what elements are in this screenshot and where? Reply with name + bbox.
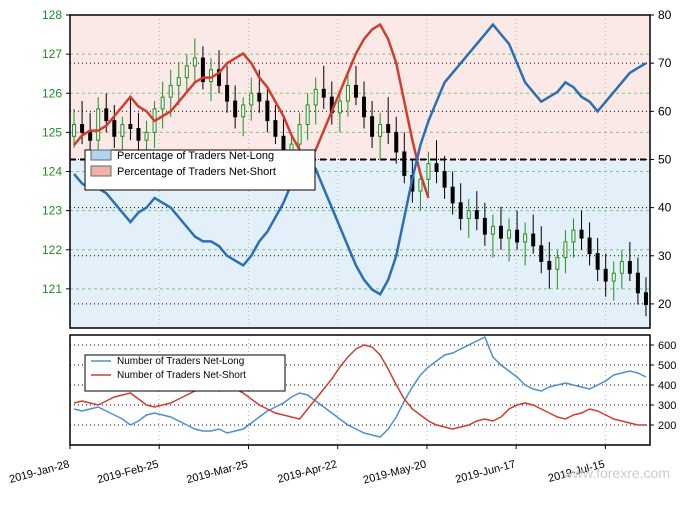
svg-text:125: 125 (42, 125, 62, 139)
svg-text:500: 500 (658, 360, 676, 372)
svg-text:50: 50 (658, 152, 672, 166)
svg-text:Number of Traders Net-Short: Number of Traders Net-Short (117, 370, 246, 381)
chart-container: 121 122 123 124 125 126 127 128 20 30 40 50 60 70 80 Pe… (0, 0, 680, 511)
svg-text:30: 30 (658, 249, 672, 263)
svg-text:2019-Jan-28: 2019-Jan-28 (8, 458, 71, 486)
svg-text:123: 123 (42, 204, 62, 218)
svg-text:2019-Jul-15: 2019-Jul-15 (547, 458, 606, 485)
svg-text:60: 60 (658, 104, 672, 118)
svg-text:Percentage of Traders Net-Shor: Percentage of Traders Net-Short (117, 166, 276, 178)
svg-text:40: 40 (658, 201, 672, 215)
svg-text:2019-Jun-17: 2019-Jun-17 (454, 458, 517, 486)
svg-text:80: 80 (658, 8, 672, 22)
svg-text:127: 127 (42, 47, 62, 61)
svg-text:126: 126 (42, 86, 62, 100)
svg-text:200: 200 (658, 420, 676, 432)
svg-text:128: 128 (42, 8, 62, 22)
svg-text:70: 70 (658, 56, 672, 70)
svg-text:20: 20 (658, 297, 672, 311)
svg-text:600: 600 (658, 340, 676, 352)
svg-text:2019-Feb-25: 2019-Feb-25 (96, 458, 160, 486)
svg-text:124: 124 (42, 165, 62, 179)
svg-text:300: 300 (658, 400, 676, 412)
svg-text:400: 400 (658, 380, 676, 392)
svg-text:2019-Mar-25: 2019-Mar-25 (185, 458, 249, 486)
svg-text:Percentage of Traders Net-Long: Percentage of Traders Net-Long (117, 150, 274, 162)
svg-text:Number of Traders Net-Long: Number of Traders Net-Long (117, 356, 244, 367)
svg-text:2019-Apr-22: 2019-Apr-22 (276, 458, 338, 485)
svg-text:121: 121 (42, 282, 62, 296)
chart-svg: 121 122 123 124 125 126 127 128 20 30 40 50 60 70 80 Pe… (0, 0, 680, 511)
svg-text:122: 122 (42, 243, 62, 257)
svg-text:2019-May-20: 2019-May-20 (362, 458, 428, 486)
